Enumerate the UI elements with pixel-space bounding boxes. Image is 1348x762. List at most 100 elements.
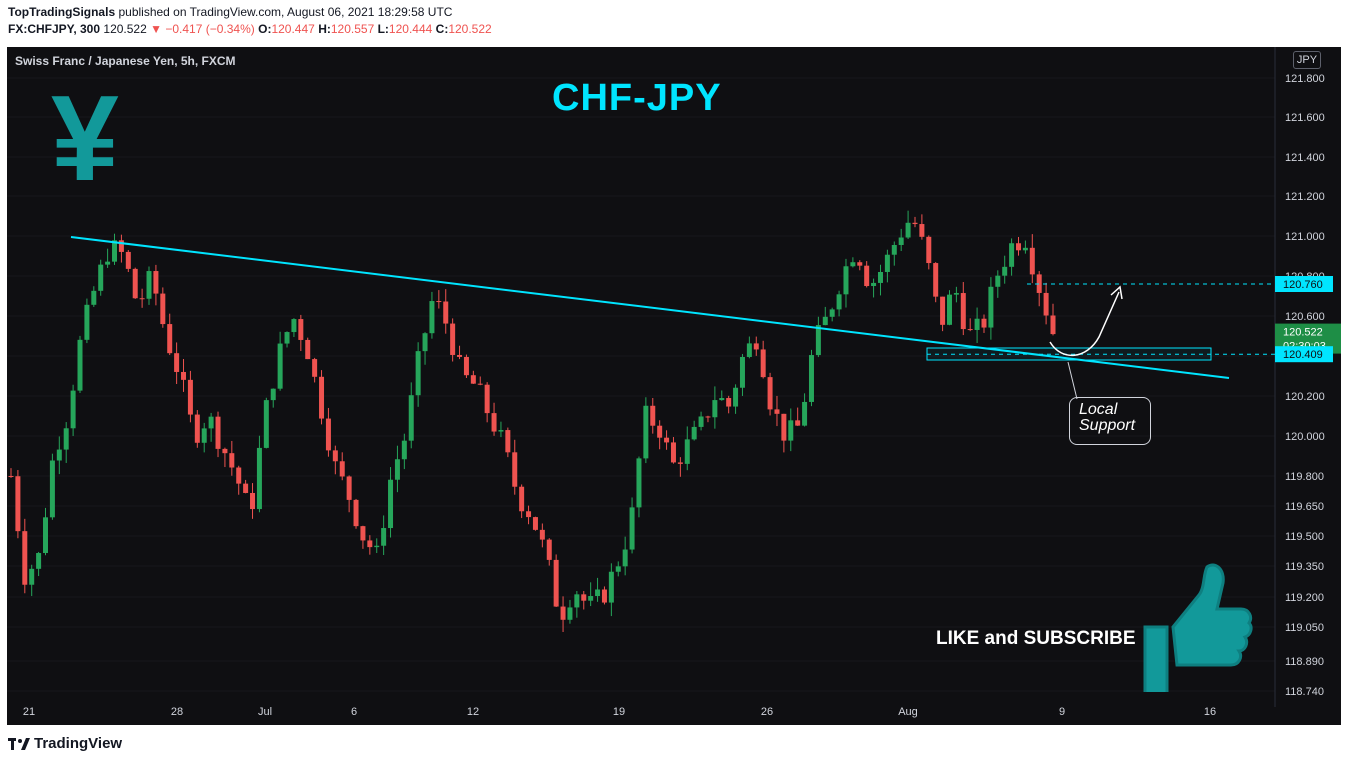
- currency-badge[interactable]: JPY: [1293, 51, 1321, 69]
- candle-body: [201, 428, 207, 443]
- y-tick-label: 118.890: [1285, 656, 1324, 668]
- x-tick-label: 19: [613, 706, 625, 718]
- y-tick-label: 121.400: [1285, 152, 1325, 164]
- candle-body: [250, 492, 256, 510]
- candle-body: [132, 268, 138, 299]
- candle-body: [836, 294, 842, 310]
- candle-body: [118, 240, 124, 252]
- y-tick-label: 120.000: [1285, 431, 1325, 443]
- candle-body: [388, 479, 394, 529]
- candle-body: [125, 251, 131, 269]
- down-arrow-icon: ▼: [150, 22, 163, 36]
- low-label: L:: [377, 22, 389, 36]
- chart-title: Swiss Franc / Japanese Yen, 5h, FXCM: [15, 54, 236, 68]
- candle-body: [781, 413, 787, 441]
- candle-body: [187, 379, 193, 415]
- level-price-value: 120.760: [1283, 279, 1323, 291]
- callout-pointer: [1067, 361, 1078, 400]
- candle-body: [981, 318, 987, 328]
- y-tick-label: 119.650: [1285, 501, 1324, 513]
- y-tick-label: 119.350: [1285, 561, 1324, 573]
- candle-body: [208, 416, 214, 429]
- candle-body: [160, 293, 166, 325]
- candle-body: [443, 301, 449, 324]
- y-tick-label: 119.800: [1285, 471, 1324, 483]
- candle-body: [705, 416, 711, 418]
- projection-arrowhead: [1110, 285, 1123, 300]
- y-tick-label: 120.600: [1285, 311, 1325, 323]
- candle-body: [98, 264, 104, 291]
- candle-body: [450, 323, 456, 355]
- candle-body: [167, 324, 173, 354]
- candle-body: [270, 388, 276, 401]
- symbol-label: FX:CHFJPY, 300: [8, 22, 101, 36]
- y-tick-label: 119.200: [1285, 592, 1324, 604]
- high-label: H:: [318, 22, 331, 36]
- candle-body: [733, 387, 739, 407]
- candle-body: [629, 507, 635, 550]
- candle-body: [77, 339, 83, 391]
- x-tick-label: 21: [23, 706, 35, 718]
- candle-body: [436, 301, 442, 303]
- candle-body: [222, 448, 228, 454]
- candlestick-plot[interactable]: 121.800121.600121.400121.200121.000120.8…: [7, 47, 1341, 725]
- open-value: 120.447: [271, 22, 315, 36]
- candle-body: [608, 571, 614, 603]
- y-tick-label: 118.740: [1285, 686, 1324, 698]
- candle-body: [622, 549, 628, 567]
- candle-body: [174, 353, 180, 372]
- candle-body: [353, 499, 359, 527]
- candle-body: [974, 318, 980, 330]
- candle-body: [615, 566, 621, 572]
- candle-body: [491, 413, 497, 432]
- pair-title: CHF-JPY: [552, 77, 722, 119]
- like-subscribe-text: LIKE and SUBSCRIBE: [936, 628, 1136, 649]
- candle-body: [532, 517, 538, 530]
- candle-body: [298, 319, 304, 340]
- candle-body: [84, 304, 90, 340]
- x-tick-label: 6: [351, 706, 357, 718]
- candle-body: [1036, 274, 1042, 293]
- candle-body: [1002, 266, 1008, 276]
- y-tick-label: 121.800: [1285, 73, 1325, 85]
- candle-body: [498, 430, 504, 432]
- candle-body: [332, 450, 338, 462]
- publisher-name[interactable]: TopTradingSignals: [8, 5, 116, 19]
- candle-body: [457, 354, 463, 357]
- candle-body: [912, 222, 918, 225]
- published-text: published on TradingView.com, August 06,…: [118, 5, 453, 19]
- brand-name[interactable]: TradingView: [34, 735, 123, 752]
- local-support-callout: Local Support: [1069, 397, 1151, 445]
- candle-body: [746, 343, 752, 357]
- candle-body: [339, 461, 345, 477]
- candle-body: [857, 262, 863, 266]
- candle-body: [139, 298, 145, 300]
- candle-body: [588, 596, 594, 601]
- y-tick-label: 119.500: [1285, 531, 1324, 543]
- footer: TradingView: [8, 735, 122, 752]
- candle-body: [415, 351, 421, 396]
- candle-body: [967, 329, 973, 331]
- candle-body: [871, 282, 877, 287]
- candle-body: [698, 416, 704, 427]
- candle-body: [519, 486, 525, 512]
- candle-body: [49, 460, 55, 518]
- candle-body: [146, 271, 152, 299]
- candle-body: [726, 398, 732, 407]
- level-price-tag: [1275, 276, 1333, 292]
- callout-line-1: Local: [1079, 401, 1118, 418]
- candle-body: [1043, 292, 1049, 316]
- candle-body: [539, 529, 545, 540]
- chart-pane[interactable]: 121.800121.600121.400121.200121.000120.8…: [7, 47, 1341, 725]
- candle-body: [595, 589, 601, 597]
- y-tick-label: 121.200: [1285, 191, 1325, 203]
- current-price-value: 120.522: [1283, 327, 1323, 339]
- ohlc-bar: FX:CHFJPY, 300 120.522 ▼ −0.417 (−0.34%)…: [8, 22, 492, 36]
- trendline: [70, 236, 1230, 379]
- candle-body: [112, 240, 118, 262]
- last-price: 120.522: [103, 22, 147, 36]
- close-label: C:: [435, 22, 449, 36]
- candle-body: [946, 294, 952, 325]
- candle-body: [940, 296, 946, 325]
- candle-body: [670, 442, 676, 463]
